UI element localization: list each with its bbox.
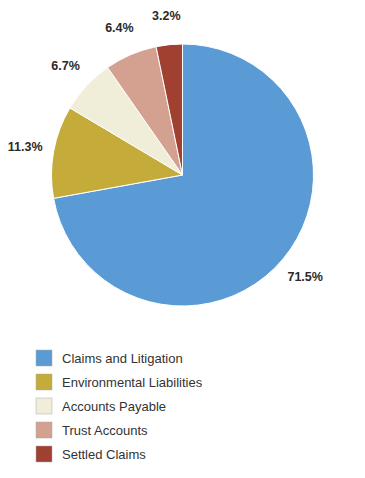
data-label: 3.2% (152, 9, 181, 23)
legend-label: Accounts Payable (62, 399, 166, 414)
data-label: 6.4% (105, 21, 134, 35)
legend-swatch (36, 350, 52, 366)
legend-label: Claims and Litigation (62, 351, 183, 366)
data-label: 71.5% (287, 270, 322, 284)
pie-slice (156, 44, 182, 175)
legend-swatch (36, 398, 52, 414)
pie (52, 44, 314, 306)
legend-item: Trust Accounts (36, 422, 148, 438)
legend: Claims and Litigation Environmental Liabi… (36, 350, 203, 462)
legend-label: Environmental Liabilities (62, 375, 203, 390)
legend-item: Settled Claims (36, 446, 146, 462)
legend-label: Trust Accounts (62, 423, 148, 438)
legend-swatch (36, 446, 52, 462)
data-labels: 71.5% 11.3% 6.7% 6.4% 3.2% (8, 9, 323, 284)
legend-label: Settled Claims (62, 447, 146, 462)
legend-item: Environmental Liabilities (36, 374, 203, 390)
legend-item: Claims and Litigation (36, 350, 183, 366)
legend-swatch (36, 374, 52, 390)
legend-item: Accounts Payable (36, 398, 166, 414)
legend-swatch (36, 422, 52, 438)
chart-svg: 71.5% 11.3% 6.7% 6.4% 3.2% Claims and Litigat… (0, 0, 365, 478)
data-label: 6.7% (51, 59, 80, 73)
data-label: 11.3% (8, 140, 43, 154)
